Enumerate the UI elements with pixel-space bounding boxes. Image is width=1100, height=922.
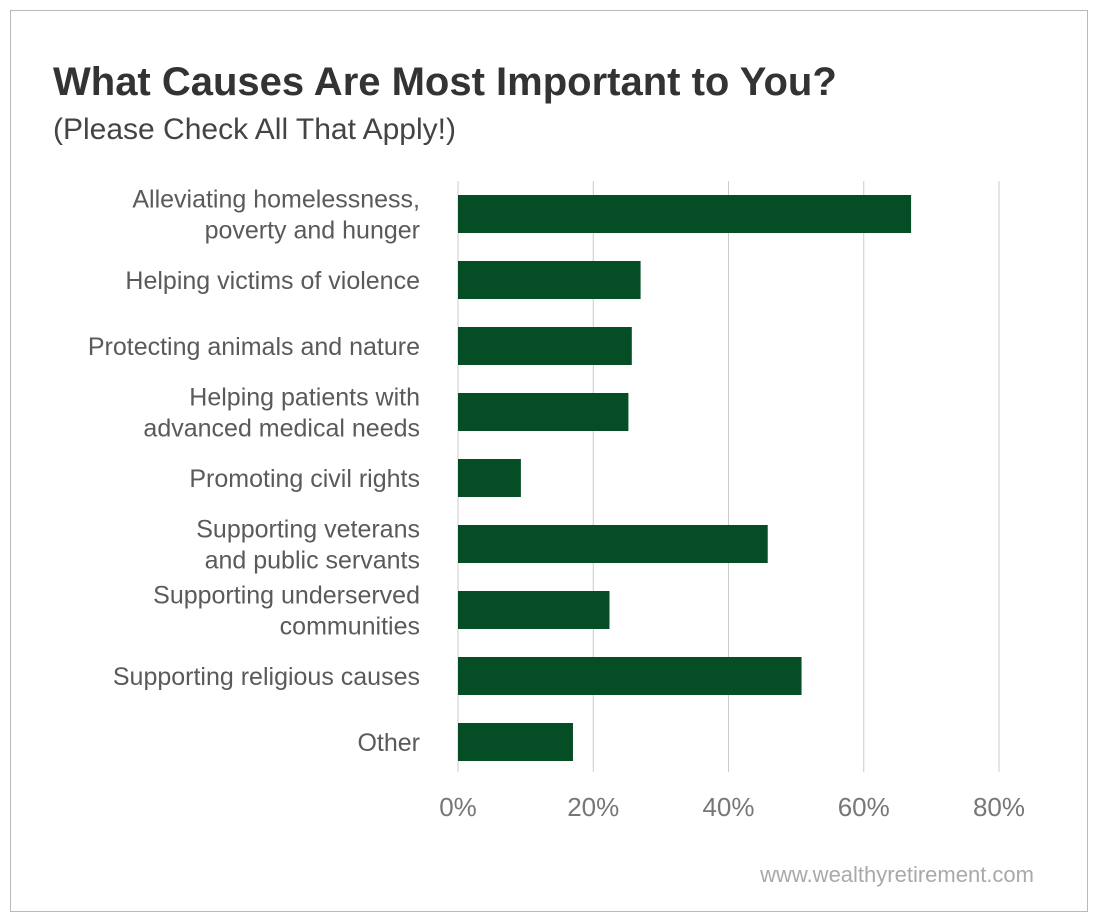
x-tick-label: 60% [838, 792, 890, 822]
x-tick-label: 0% [439, 792, 477, 822]
category-label: Supporting religious causes [113, 663, 420, 691]
bar [458, 195, 912, 233]
bar [458, 657, 802, 695]
source-footer: www.wealthyretirement.com [760, 862, 1034, 887]
category-label: Supporting underserved communities [153, 582, 420, 641]
bar [458, 327, 632, 365]
bar [458, 591, 610, 629]
bar [458, 459, 521, 497]
x-tick-label: 20% [567, 792, 619, 822]
category-label: Helping patients with advanced medical ne… [143, 384, 420, 443]
category-label: Supporting veterans and public servants [196, 516, 420, 575]
category-label: Protecting animals and nature [88, 333, 420, 361]
category-label: Promoting civil rights [189, 465, 420, 493]
bar [458, 393, 629, 431]
category-label: Other [357, 729, 420, 757]
x-tick-label: 80% [973, 792, 1025, 822]
chart-frame [10, 10, 1088, 912]
chart-title: What Causes Are Most Important to You? [53, 60, 837, 104]
category-label: Alleviating homelessness, poverty and hun… [132, 186, 420, 245]
bar [458, 723, 573, 761]
bar [458, 525, 768, 563]
category-label: Helping victims of violence [125, 267, 420, 295]
bar [458, 261, 641, 299]
x-tick-label: 40% [702, 792, 754, 822]
chart-subtitle: (Please Check All That Apply!) [53, 113, 456, 146]
